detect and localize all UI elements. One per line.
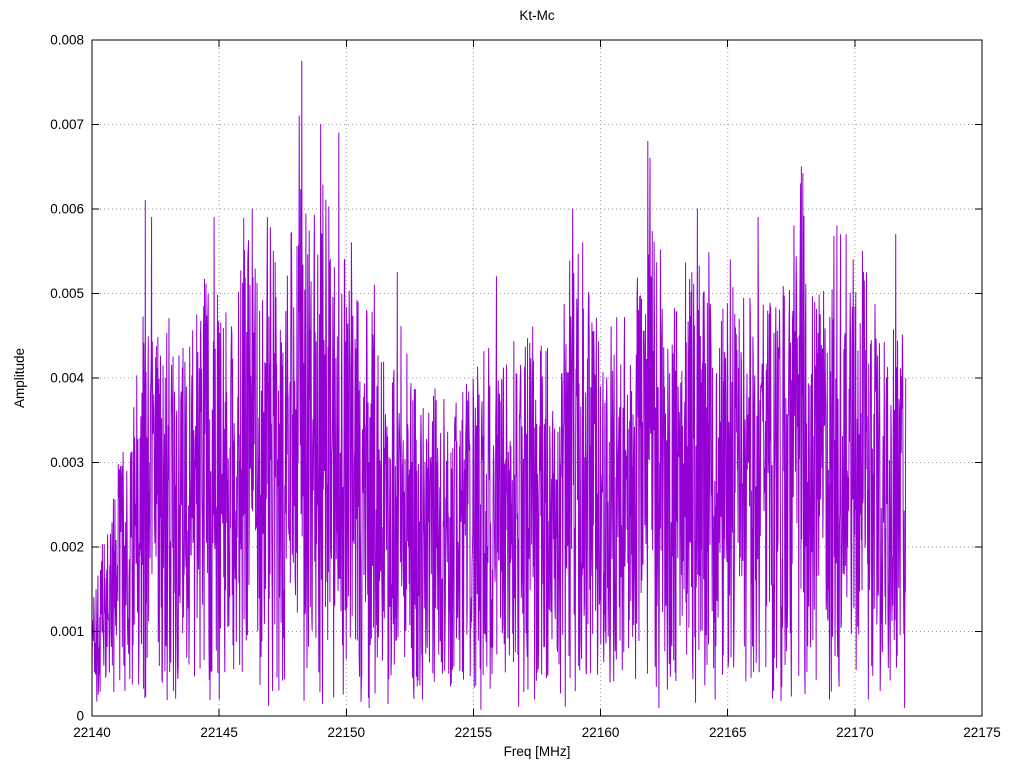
y-tick-label: 0.002 [50,540,84,555]
x-tick-label: 22150 [328,725,366,740]
x-tick-label: 22160 [582,725,620,740]
chart-title: Kt-Mc [519,8,555,23]
y-tick-label: 0.004 [50,371,84,386]
x-tick-label: 22140 [73,725,111,740]
x-tick-label: 22170 [836,725,874,740]
y-tick-label: 0.007 [50,117,84,132]
x-tick-label: 22155 [455,725,493,740]
y-tick-label: 0.005 [50,286,84,301]
x-tick-label: 22145 [200,725,238,740]
y-tick-label: 0 [76,709,84,724]
series-line [91,60,907,710]
y-tick-label: 0.008 [50,33,84,48]
y-tick-label: 0.001 [50,624,84,639]
y-tick-label: 0.006 [50,202,84,217]
y-tick-label: 0.003 [50,455,84,470]
x-tick-label: 22165 [709,725,747,740]
x-tick-label: 22175 [963,725,1001,740]
x-axis-label: Freq [MHz] [503,744,571,759]
